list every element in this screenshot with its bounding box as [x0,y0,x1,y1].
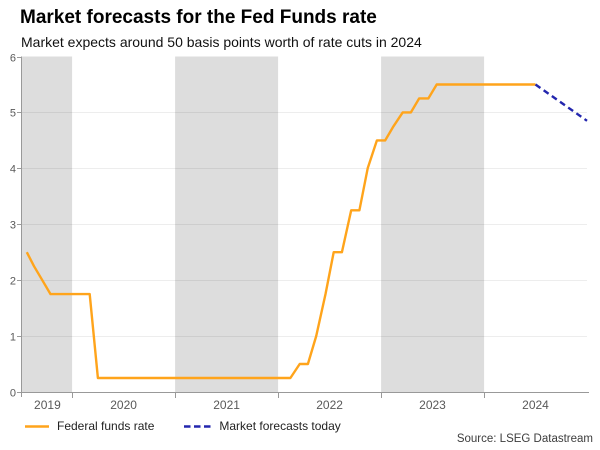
legend-label: Market forecasts today [219,419,341,433]
y-axis-label: 1 [10,331,16,343]
series-line-federal-funds-rate [25,83,536,380]
year-shading-band [22,56,73,392]
y-axis-label: 4 [10,163,16,175]
y-axis-label: 3 [10,219,16,231]
legend-item-market-forecasts: Market forecasts today [184,419,341,433]
chart-title: Market forecasts for the Fed Funds rate [20,7,377,28]
x-axis-year-label: 2022 [316,398,343,412]
solid-line-swatch-icon [25,424,49,428]
y-axis-label: 2 [10,275,16,287]
dashed-line-swatch-icon [184,424,213,428]
x-axis-year-label: 2019 [34,398,61,412]
x-axis-year-label: 2023 [419,398,446,412]
source-note: Source: LSEG Datastream [456,433,593,445]
x-axis-year-label: 2021 [213,398,240,412]
x-axis-year-label: 2020 [110,398,137,412]
legend-item-federal-funds-rate: Federal funds rate [24,419,154,433]
y-axis-label: 6 [10,52,16,64]
legend: Federal funds rate Market forecasts toda… [24,419,341,433]
chart-subtitle: Market expects around 50 basis points wo… [21,34,422,50]
y-axis-label: 5 [10,107,16,119]
series-line-market-forecast [534,83,588,122]
x-axis-year-label: 2024 [522,398,549,412]
year-shading-band [175,56,279,392]
legend-label: Federal funds rate [57,419,155,433]
y-axis-label: 0 [10,387,16,399]
year-shading-band [381,56,485,392]
